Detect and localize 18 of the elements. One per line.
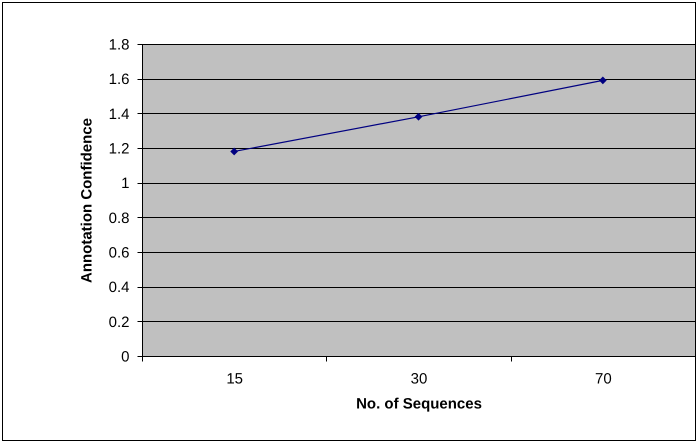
x-tick-label: 30 [410, 370, 428, 388]
y-tick-label: 0.2 [108, 314, 130, 331]
x-tick-label: 15 [226, 370, 244, 388]
y-tick-label: 1.4 [108, 106, 130, 123]
y-tick-label: 1.8 [108, 36, 130, 54]
y-tick-label: 0.4 [108, 279, 130, 296]
y-tick-label: 1.6 [108, 71, 130, 88]
point [414, 112, 422, 121]
point [598, 76, 607, 84]
y-tick-label: 0 [121, 348, 130, 366]
x-axis-title: No. of Sequences [356, 396, 482, 412]
y-axis-title: Annotation Confidence [78, 118, 96, 283]
point [230, 148, 238, 156]
y-tick-label: 1 [121, 175, 130, 192]
x-tick-label: 70 [594, 370, 612, 388]
y-tick-label: 0.6 [108, 244, 130, 262]
y-tick-label: 1.2 [108, 140, 130, 158]
y-tick-label: 0.8 [108, 210, 130, 227]
